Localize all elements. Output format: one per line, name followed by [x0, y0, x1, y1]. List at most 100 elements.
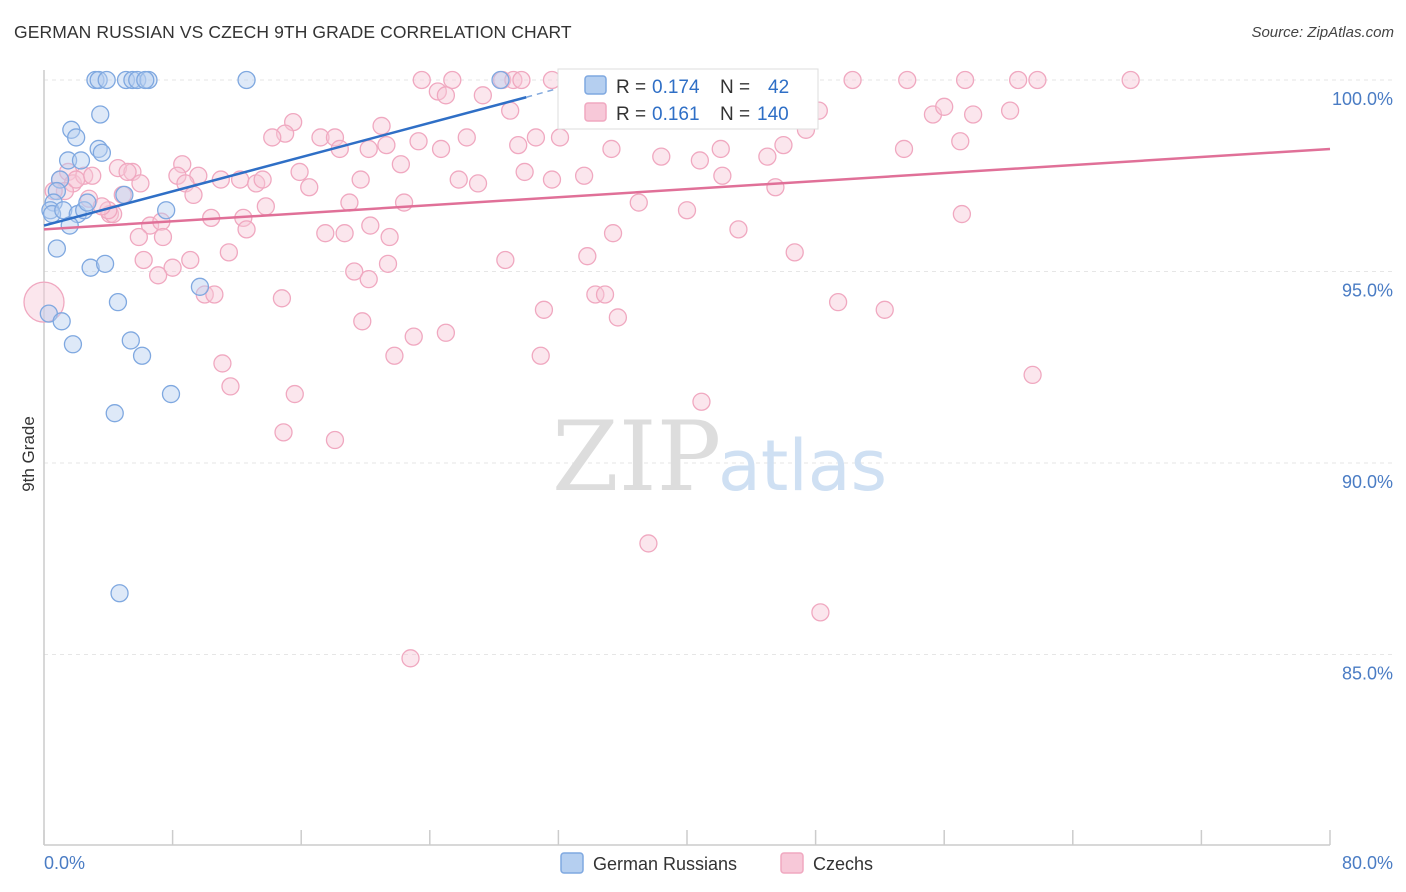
czech-point: [401, 649, 420, 668]
czech-point: [501, 101, 520, 120]
czech-point: [129, 227, 148, 247]
german-russian-point: [58, 151, 78, 170]
watermark-atlas: atlas: [718, 425, 887, 507]
y-tick-labels: 85.0% 90.0% 95.0% 100.0%: [1332, 89, 1393, 684]
czech-point: [118, 162, 137, 182]
czech-trend-line: [43, 147, 1331, 231]
czech-point: [431, 139, 451, 159]
axes: [43, 70, 1331, 846]
german-russian-point: [47, 239, 67, 258]
czech-point: [335, 224, 354, 243]
german-russian-point: [237, 70, 256, 90]
x-tick-max-label: 80.0%: [1342, 853, 1393, 873]
czech-point: [811, 603, 830, 622]
czech-point: [586, 285, 605, 304]
german-russian-point: [491, 70, 510, 90]
german-russian-point: [63, 335, 83, 354]
czech-point: [468, 174, 488, 193]
czech-point: [412, 70, 431, 90]
czech-point: [574, 166, 594, 185]
czech-point: [219, 243, 239, 262]
y-axis-label: 9th Grade: [19, 416, 38, 492]
german-russian-point: [67, 128, 86, 147]
czech-point: [1121, 70, 1140, 90]
german-russian-point: [115, 185, 134, 205]
czech-point: [774, 135, 793, 155]
czech-point: [531, 346, 550, 365]
czech-point: [875, 300, 894, 319]
german-russian-point: [161, 384, 181, 404]
czech-point: [340, 193, 359, 212]
legend-r-label-1: R =: [616, 77, 646, 98]
chart-title: GERMAN RUSSIAN VS CZECH 9TH GRADE CORREL…: [14, 22, 572, 42]
czech-point: [290, 162, 309, 182]
czech-point: [652, 147, 671, 166]
czech-point: [677, 201, 697, 220]
czech-point: [131, 174, 150, 193]
czech-point: [377, 135, 396, 155]
czech-point: [237, 220, 256, 239]
german-russian-point: [52, 312, 71, 331]
bottom-legend-swatch-german-russians: [560, 852, 584, 874]
czech-point: [1028, 70, 1047, 90]
y-tick-label: 90.0%: [1342, 472, 1393, 492]
german-russian-point: [81, 258, 100, 277]
czech-point: [496, 250, 515, 270]
czech-point: [509, 135, 528, 155]
czech-point: [404, 327, 423, 346]
czech-point: [351, 170, 370, 189]
czech-point: [443, 70, 462, 90]
czech-point: [108, 158, 128, 178]
czech-point: [526, 128, 546, 147]
bottom-legend-swatch-czechs: [780, 852, 804, 874]
czech-point: [758, 147, 777, 166]
czech-point: [385, 346, 404, 365]
czech-point: [898, 70, 917, 90]
watermark: ZIP atlas: [552, 401, 887, 513]
czech-point: [515, 162, 534, 182]
czech-point: [359, 139, 378, 159]
legend-swatch-czechs: [584, 102, 607, 122]
czech-point: [153, 227, 173, 247]
czech-point: [711, 139, 730, 159]
czech-point: [963, 105, 983, 124]
german-russian-point: [54, 201, 73, 220]
czech-point: [205, 285, 224, 304]
czech-point: [935, 97, 954, 116]
bottom-legend-czechs: Czechs: [813, 854, 873, 874]
czech-point: [1000, 101, 1020, 120]
czech-point: [608, 308, 628, 327]
czech-point: [256, 197, 275, 216]
czech-point: [690, 151, 710, 170]
czech-point: [325, 128, 345, 147]
czech-point: [1008, 70, 1028, 90]
czech-point: [473, 86, 492, 105]
legend-r-value-2: 0.161: [652, 104, 700, 125]
german-russian-trend-line: [43, 96, 527, 227]
german-russian-point: [110, 584, 129, 603]
czech-point: [163, 258, 182, 277]
czech-point: [181, 250, 200, 270]
german-russian-point: [95, 254, 115, 273]
czech-point: [729, 220, 748, 239]
german-russian-point: [132, 346, 152, 365]
czech-point: [692, 392, 711, 411]
czech-point: [512, 70, 531, 90]
german-russian-point: [123, 70, 142, 90]
czech-point: [595, 285, 615, 304]
czech-point: [274, 423, 293, 442]
legend: R = 0.174 N = 42 R = 0.161 N = 140: [557, 68, 819, 130]
german-russian-point: [157, 201, 176, 220]
german-russian-point: [97, 70, 116, 90]
data-points: [23, 70, 1140, 668]
czech-point: [285, 384, 304, 404]
czech-point: [300, 178, 319, 197]
czech-point: [602, 139, 621, 159]
czech-point: [83, 166, 102, 185]
czech-point: [550, 128, 570, 147]
czech-point: [952, 204, 972, 224]
german-russian-point: [50, 170, 70, 189]
czech-point: [263, 128, 282, 147]
czech-point: [457, 128, 476, 147]
